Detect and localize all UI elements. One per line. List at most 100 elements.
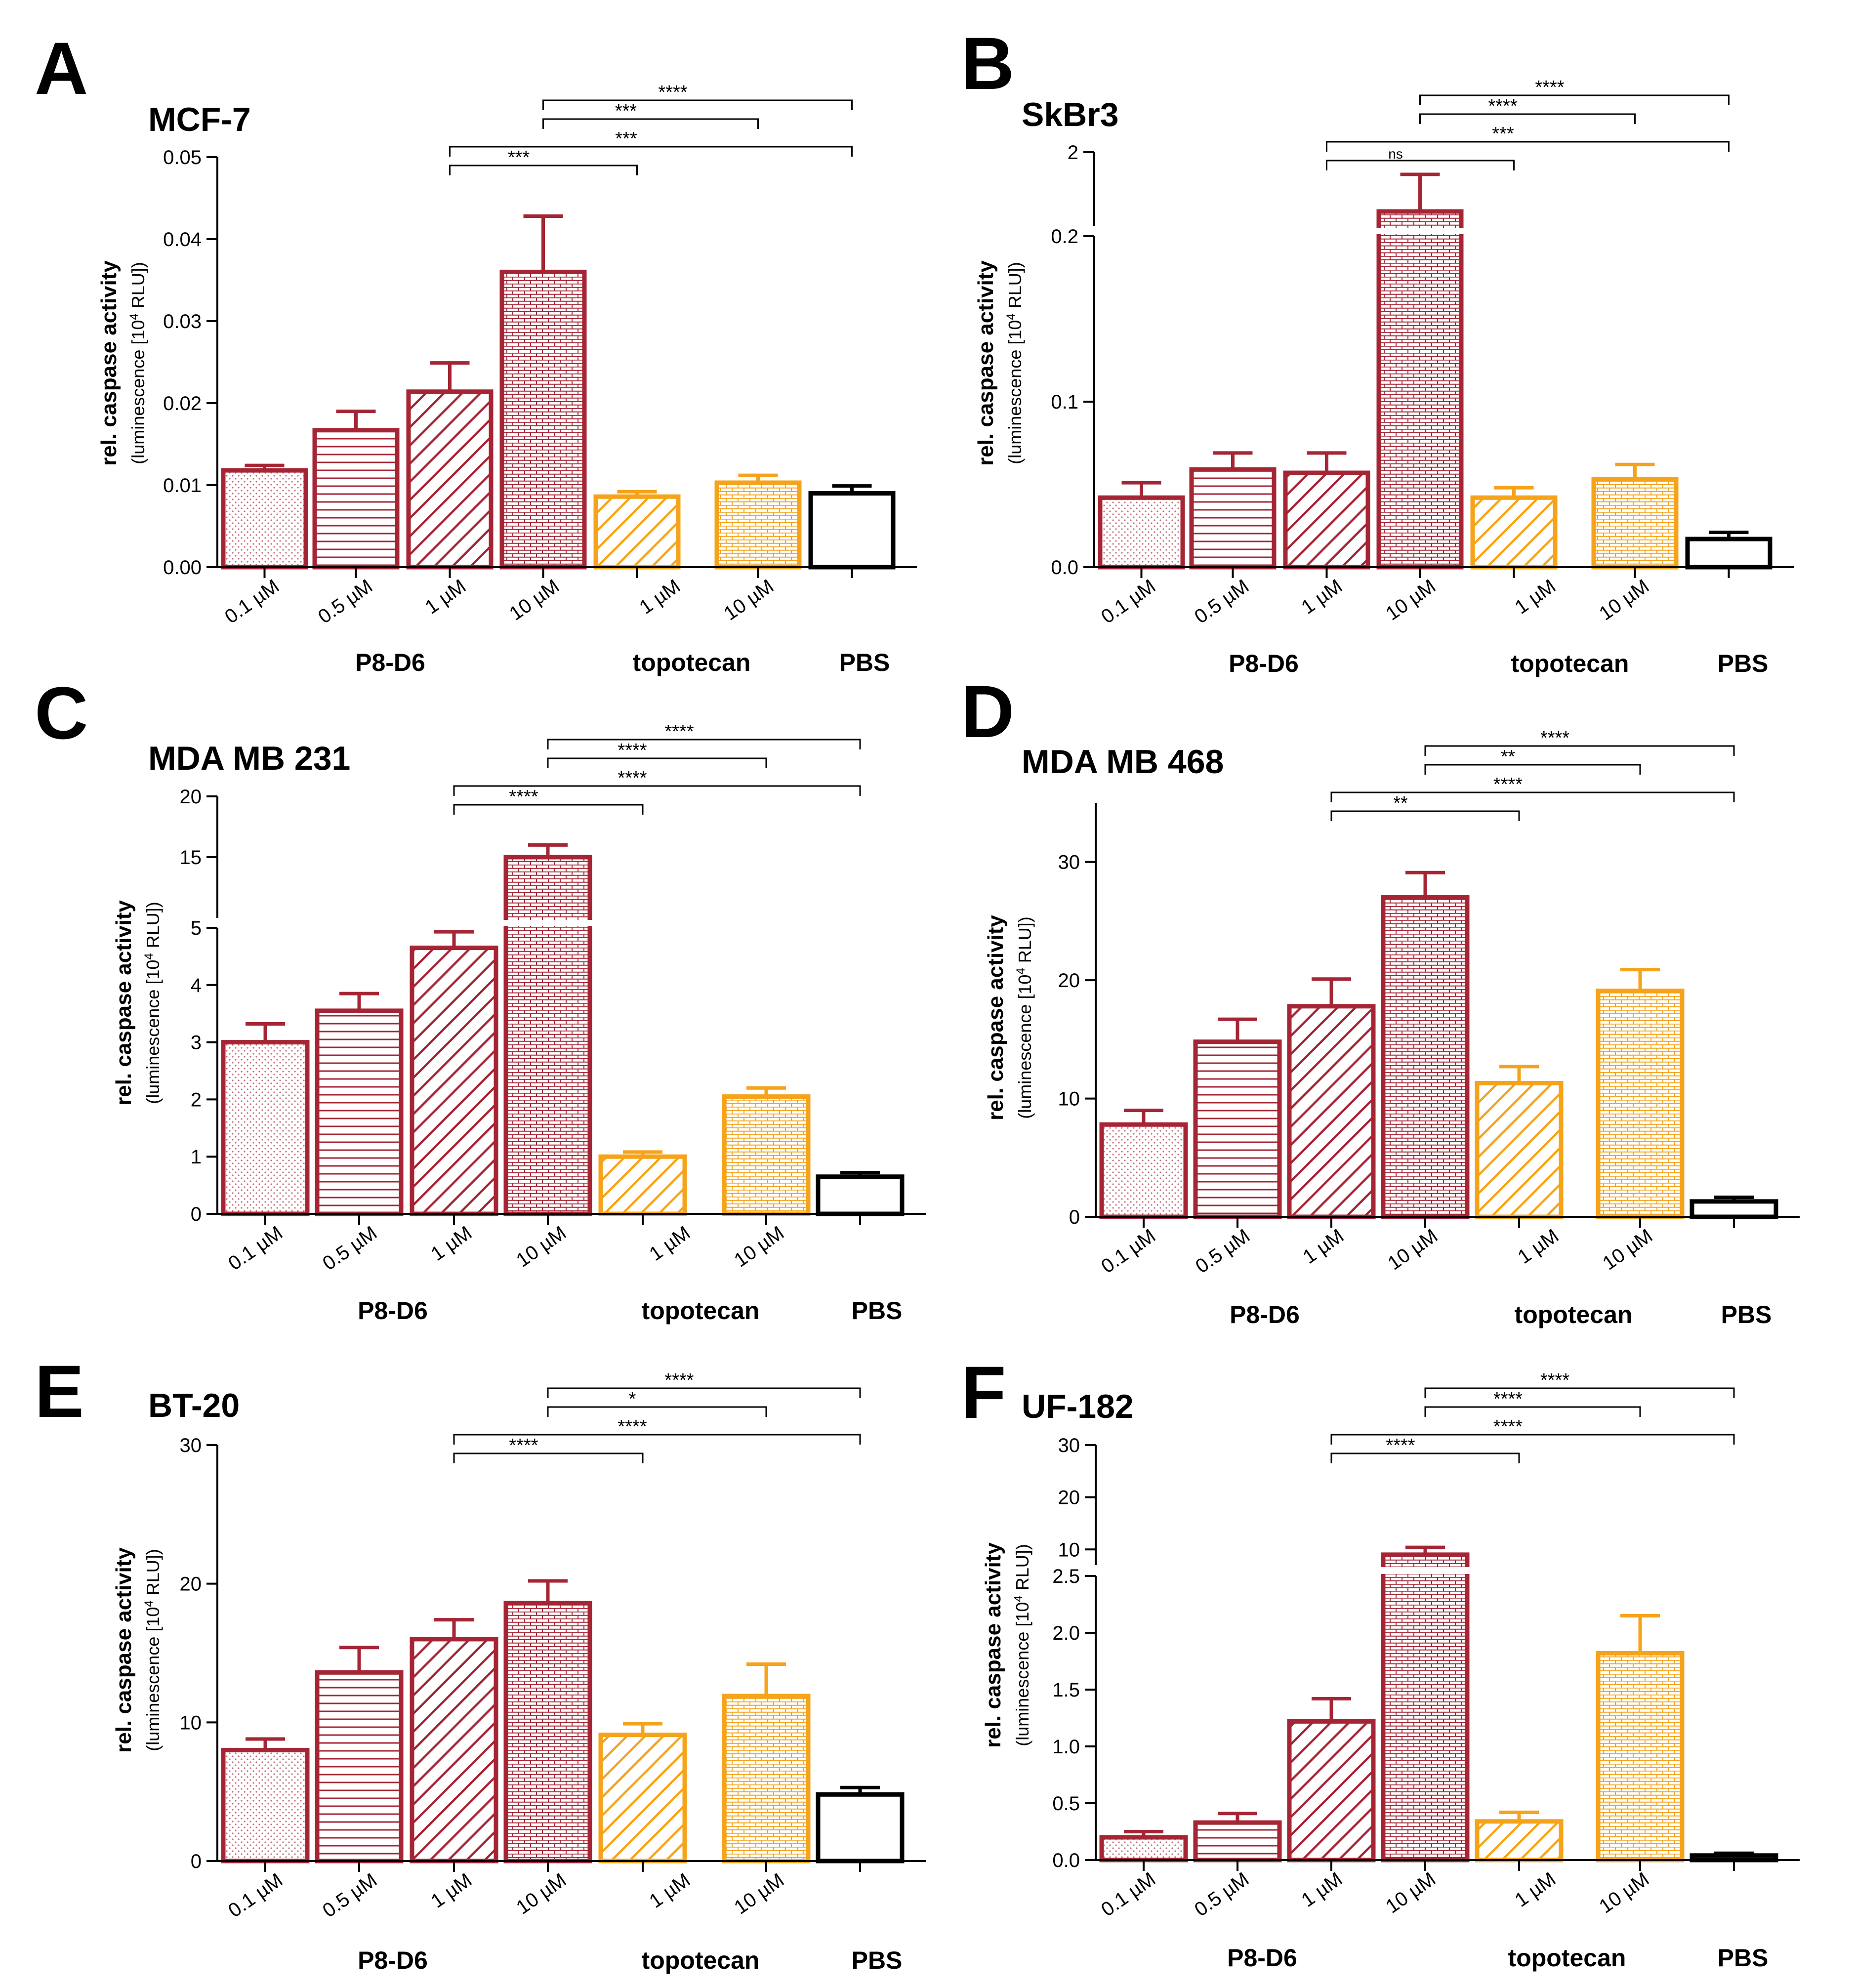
y-tick-label: 10 bbox=[1058, 1539, 1080, 1561]
y-axis-label: rel. caspase activity (luminescence [104… bbox=[981, 1542, 1032, 1748]
group-label-topotecan: topotecan bbox=[633, 649, 751, 676]
y-tick-label: 0.03 bbox=[163, 311, 202, 332]
y-tick-label: 0 bbox=[191, 1203, 202, 1225]
y-tick-label: 3 bbox=[191, 1032, 202, 1054]
panel-b: B SkBr3 rel. caspase activity (luminesce… bbox=[961, 22, 1768, 677]
y-tick-label: 10 bbox=[1058, 1088, 1080, 1110]
significance-bracket bbox=[1419, 113, 1636, 124]
category-label: 10 µM bbox=[1382, 1868, 1440, 1917]
group-label-topotecan: topotecan bbox=[1515, 1301, 1633, 1328]
significance-label: **** bbox=[1386, 1435, 1415, 1456]
significance-bracket bbox=[542, 118, 759, 129]
significance-label: **** bbox=[1493, 774, 1523, 795]
significance-bracket bbox=[547, 739, 861, 749]
axis-break-gap bbox=[203, 920, 926, 926]
significance-label: **** bbox=[618, 768, 647, 788]
significance-label: **** bbox=[658, 82, 687, 103]
bar bbox=[499, 269, 587, 570]
y-tick-label: 0.01 bbox=[163, 475, 202, 497]
y-tick-label: 2 bbox=[191, 1089, 202, 1111]
panel-title: SkBr3 bbox=[1022, 96, 1119, 133]
bar bbox=[1381, 1552, 1470, 1863]
group-label-p8: P8-D6 bbox=[1227, 1944, 1297, 1972]
bar bbox=[1287, 1719, 1376, 1863]
category-labels: 0.1 µM 0.5 µM 1 µM 10 µM 1 µM 10 µM bbox=[1097, 1868, 1653, 1921]
plot-b: 0.00.10.22***********ns bbox=[1051, 77, 1794, 579]
y-axis-label-main: rel. caspase activity bbox=[112, 900, 136, 1106]
panel-title: BT-20 bbox=[148, 1387, 240, 1424]
y-axis-label-sub: (luminescence [104 RLU]) bbox=[1012, 1544, 1033, 1746]
category-label: 10 µM bbox=[1384, 1225, 1442, 1274]
bar bbox=[1475, 1819, 1564, 1863]
category-labels: 0.1 µM 0.5 µM 1 µM 10 µM 1 µM 10 µM bbox=[221, 575, 778, 628]
category-label: 0.1 µM bbox=[1097, 1225, 1159, 1278]
bar bbox=[410, 946, 498, 1216]
group-label-topotecan: topotecan bbox=[1508, 1944, 1626, 1972]
significance-bracket bbox=[1330, 1452, 1520, 1463]
significance-label: **** bbox=[664, 721, 694, 742]
bar bbox=[1189, 467, 1277, 570]
bar bbox=[406, 389, 494, 570]
bar bbox=[315, 1670, 404, 1864]
significance-label: *** bbox=[508, 147, 530, 168]
significance-label: ns bbox=[1388, 146, 1403, 162]
category-label: 1 µM bbox=[645, 1222, 694, 1265]
significance-label: *** bbox=[615, 128, 637, 149]
group-label-p8: P8-D6 bbox=[358, 1947, 428, 1974]
group-label-topotecan: topotecan bbox=[1511, 650, 1629, 677]
bar bbox=[1381, 895, 1470, 1219]
y-axis-label-main: rel. caspase activity bbox=[984, 915, 1008, 1120]
y-tick-label: 20 bbox=[180, 1574, 202, 1595]
significance-label: **** bbox=[509, 1435, 538, 1456]
y-tick-label: 0.2 bbox=[1051, 226, 1078, 248]
y-tick-label: 0 bbox=[191, 1851, 202, 1872]
y-axis-label-main: rel. caspase activity bbox=[112, 1547, 136, 1753]
bar bbox=[722, 1094, 811, 1216]
category-label: 10 µM bbox=[1595, 1868, 1653, 1917]
group-label-topotecan: topotecan bbox=[642, 1947, 760, 1974]
y-axis-label: rel. caspase activity (luminescence [104… bbox=[974, 260, 1025, 466]
significance-bracket bbox=[1330, 810, 1520, 821]
group-labels: P8-D6 topotecan PBS bbox=[358, 1947, 902, 1974]
y-tick-label: 30 bbox=[1058, 852, 1080, 873]
category-label: 10 µM bbox=[730, 1222, 788, 1271]
significance-bracket bbox=[547, 1406, 767, 1417]
category-label: 0.1 µM bbox=[224, 1222, 287, 1275]
y-tick-label: 1 bbox=[191, 1146, 202, 1168]
significance-bracket bbox=[1330, 791, 1735, 802]
y-tick-label: 1.5 bbox=[1052, 1679, 1080, 1701]
panel-title: MDA MB 468 bbox=[1022, 743, 1224, 781]
category-label: 1 µM bbox=[1511, 575, 1560, 619]
bar bbox=[503, 1601, 592, 1864]
plot-layer: 0.000.010.020.030.040.05*************0.0… bbox=[163, 77, 1800, 1872]
bar bbox=[598, 1733, 687, 1864]
category-label: 10 µM bbox=[1599, 1225, 1656, 1274]
significance-label: **** bbox=[1535, 77, 1564, 98]
group-label-p8: P8-D6 bbox=[1229, 650, 1299, 677]
category-labels: 0.1 µM 0.5 µM 1 µM 10 µM 1 µM 10 µM bbox=[224, 1869, 788, 1922]
bar bbox=[221, 1040, 310, 1216]
group-label-pbs: PBS bbox=[839, 649, 890, 676]
group-label-pbs: PBS bbox=[1718, 1944, 1769, 1972]
y-axis-label-sub: (luminescence [104 RLU]) bbox=[142, 1549, 164, 1751]
category-label: 1 µM bbox=[1297, 575, 1346, 619]
panel-title: UF-182 bbox=[1022, 1388, 1134, 1425]
category-label: 10 µM bbox=[1382, 575, 1440, 624]
category-label: 1 µM bbox=[1299, 1225, 1348, 1268]
y-tick-label: 0.00 bbox=[163, 557, 202, 579]
significance-bracket bbox=[449, 146, 853, 157]
bar bbox=[816, 1174, 905, 1216]
panel-title: MDA MB 231 bbox=[148, 740, 350, 777]
panel-letter: F bbox=[961, 1351, 1006, 1434]
group-labels: P8-D6 topotecan PBS bbox=[1230, 1301, 1772, 1328]
plot-c: 0 1 2 3 4 5 15 20 **** **** **** **** bbox=[180, 721, 926, 1225]
category-label: 0.5 µM bbox=[314, 575, 376, 628]
bar bbox=[1287, 1004, 1376, 1219]
category-label: 1 µM bbox=[427, 1869, 476, 1912]
significance-bracket bbox=[1424, 745, 1735, 756]
panel-d: D MDA MB 468 rel. caspase activity (lumi… bbox=[961, 670, 1772, 1328]
bar bbox=[410, 1637, 498, 1864]
y-tick-label: 2.0 bbox=[1052, 1622, 1080, 1644]
significance-bracket bbox=[1424, 1387, 1735, 1398]
y-axis-label-main: rel. caspase activity bbox=[974, 260, 998, 466]
